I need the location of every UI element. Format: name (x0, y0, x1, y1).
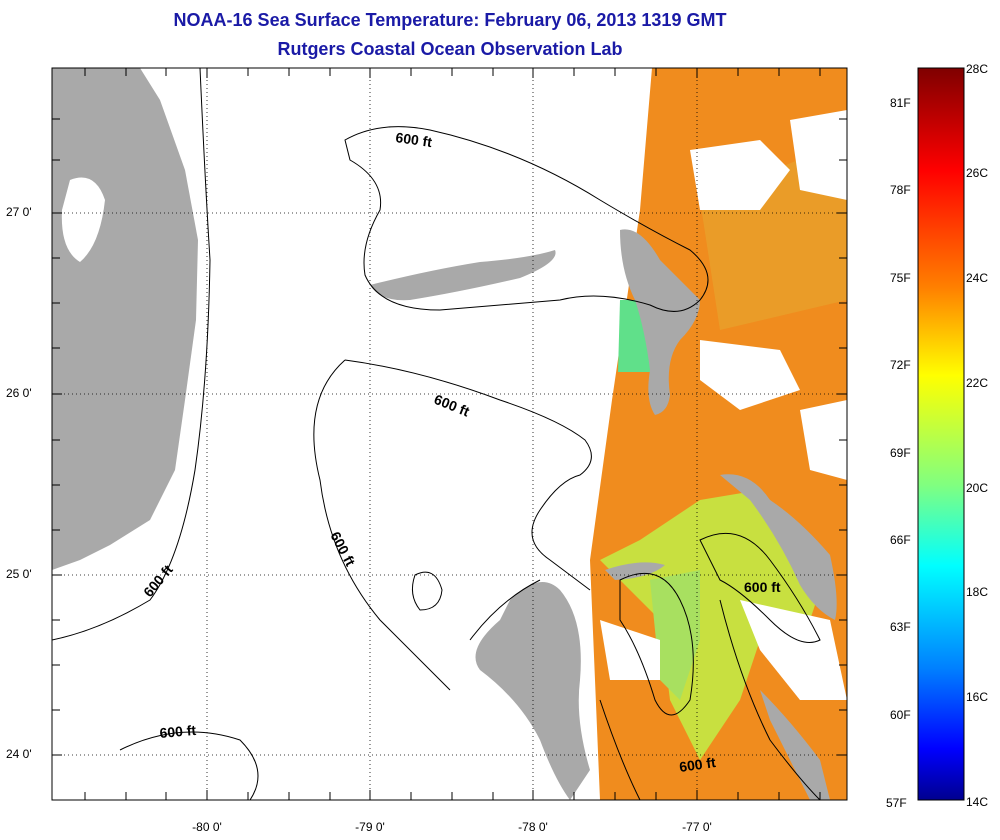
colorbar-label-f: 69F (890, 446, 911, 460)
colorbar-label-f: 66F (890, 533, 911, 547)
cloud-patch (700, 340, 800, 410)
colorbar-label-f: 63F (890, 620, 911, 634)
colorbar-label-c: 24C (966, 271, 989, 285)
map-frame (51, 67, 848, 801)
contour-label: 600 ft (744, 579, 781, 595)
contour-label: 600 ft (159, 722, 197, 741)
contour-tongue-of-ocean (619, 572, 694, 716)
colorbar-label-c: 22C (966, 376, 989, 390)
lon-label-77: -77 0' (682, 820, 712, 834)
florida-landmass (52, 68, 198, 570)
grand-bahama (370, 250, 556, 301)
colorbar-label-f: 60F (890, 708, 911, 722)
lat-label-25: 25 0' (6, 567, 32, 581)
contour-label: 600 ft (395, 129, 434, 150)
map-ticks (52, 68, 847, 800)
colorbar-label-c: 26C (966, 166, 989, 180)
contour-label: 600 ft (432, 391, 472, 420)
contour-label: 600 ft (140, 561, 176, 600)
colorbar-label-c: 14C (966, 795, 989, 809)
new-providence (605, 562, 665, 580)
contour-great-bahama-bank (313, 359, 592, 691)
contour-florida (52, 68, 211, 641)
lat-label-26: 26 0' (6, 386, 32, 400)
map-title: NOAA-16 Sea Surface Temperature: Februar… (173, 10, 727, 30)
exuma-chain (760, 690, 830, 800)
contour-south (119, 731, 259, 800)
lat-label-24: 24 0' (6, 747, 32, 761)
andros-island (475, 582, 590, 800)
colorbar-label-f: 81F (890, 96, 911, 110)
colorbar-label-f: 78F (890, 183, 911, 197)
cloud-patch (740, 600, 847, 700)
lake-okeechobee (61, 177, 105, 262)
lon-label-80: -80 0' (192, 820, 222, 834)
map-subtitle: Rutgers Coastal Ocean Observation Lab (277, 39, 623, 59)
abaco-island (620, 229, 700, 415)
lon-label-78: -78 0' (518, 820, 548, 834)
colorbar-label-c: 18C (966, 585, 989, 599)
lat-lon-grid (52, 68, 847, 800)
cloud-patch (600, 620, 660, 680)
colorbar-label-c: 20C (966, 481, 989, 495)
lon-label-79: -79 0' (355, 820, 385, 834)
colorbar-label-f: 57F (886, 796, 907, 810)
colorbar-label-c: 28C (966, 62, 989, 76)
colorbar-label-c: 16C (966, 690, 989, 704)
contour-exuma-west (719, 599, 821, 800)
contour-seamount (411, 571, 443, 611)
contour-label: 600 ft (327, 529, 358, 569)
colorbar (917, 67, 965, 801)
cloud-patch (790, 110, 847, 200)
contour-exuma-sound (699, 532, 821, 643)
colorbar-label-f: 72F (890, 358, 911, 372)
lat-label-27: 27 0' (6, 205, 32, 219)
sst-cool-shelf-2 (650, 570, 700, 700)
eleuthera-island (720, 474, 837, 620)
colorbar-label-f: 75F (890, 271, 911, 285)
contour-label: 600 ft (678, 754, 717, 775)
contour-little-bahama-bank (344, 126, 709, 312)
cloud-patch (800, 400, 847, 480)
sst-cool-shelf (600, 490, 830, 760)
cloud-patch (690, 140, 790, 210)
